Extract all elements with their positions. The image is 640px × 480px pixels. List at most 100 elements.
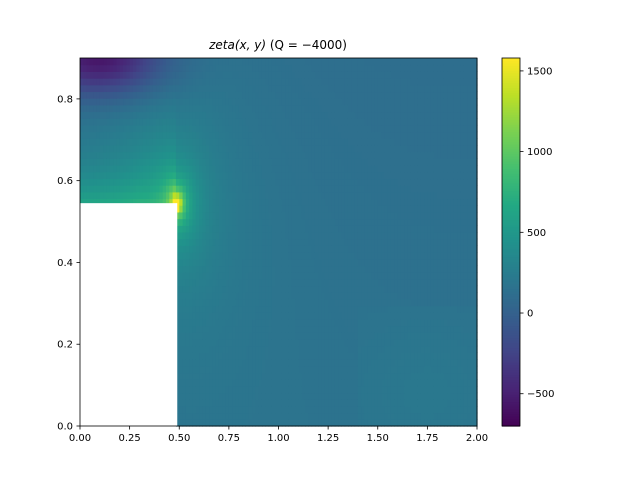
heatmap-cell xyxy=(182,138,187,146)
heatmap-cell xyxy=(179,385,184,394)
heatmap-cell xyxy=(311,392,316,400)
heatmap-cell xyxy=(195,372,200,380)
heatmap-cell xyxy=(384,339,389,347)
heatmap-cell xyxy=(374,379,379,387)
heatmap-cell xyxy=(390,218,395,226)
heatmap-cell xyxy=(215,205,220,213)
heatmap-cell xyxy=(281,165,286,173)
heatmap-cell xyxy=(199,392,204,400)
heatmap-cell xyxy=(126,165,131,173)
heatmap-cell xyxy=(311,298,316,307)
heatmap-cell xyxy=(424,379,428,387)
heatmap-cell xyxy=(245,151,250,159)
heatmap-cell xyxy=(311,64,316,72)
heatmap-cell xyxy=(374,191,379,200)
heatmap-cell xyxy=(199,278,204,287)
heatmap-cell xyxy=(387,419,392,427)
heatmap-cell xyxy=(331,379,336,387)
heatmap-cell xyxy=(390,392,395,400)
heatmap-cell xyxy=(381,84,385,93)
heatmap-cell xyxy=(344,292,349,300)
heatmap-cell xyxy=(192,104,197,113)
heatmap-cell xyxy=(278,252,283,260)
heatmap-cell xyxy=(209,325,213,333)
heatmap-cell xyxy=(195,118,200,126)
heatmap-cell xyxy=(384,124,389,133)
heatmap-cell xyxy=(205,131,210,139)
heatmap-cell xyxy=(397,225,402,233)
heatmap-cell xyxy=(410,359,415,367)
heatmap-cell xyxy=(271,292,276,300)
heatmap-cell xyxy=(268,178,273,186)
heatmap-cell xyxy=(132,91,137,99)
heatmap-cell xyxy=(275,325,280,333)
heatmap-cell xyxy=(142,98,147,106)
heatmap-cell xyxy=(99,138,104,146)
heatmap-cell xyxy=(278,305,283,313)
heatmap-cell xyxy=(341,305,346,313)
heatmap-cell xyxy=(248,412,253,420)
heatmap-cell xyxy=(83,118,88,126)
heatmap-cell xyxy=(311,379,316,387)
heatmap-cell xyxy=(255,218,260,226)
heatmap-cell xyxy=(354,205,359,213)
heatmap-cell xyxy=(390,379,395,387)
heatmap-cell xyxy=(291,332,296,340)
heatmap-cell xyxy=(109,171,114,180)
heatmap-cell xyxy=(324,158,329,166)
heatmap-cell xyxy=(424,399,428,407)
heatmap-cell xyxy=(126,144,131,153)
heatmap-cell xyxy=(225,98,230,106)
heatmap-cell xyxy=(123,84,127,93)
heatmap-cell xyxy=(232,339,237,347)
heatmap-cell xyxy=(175,258,180,267)
heatmap-cell xyxy=(314,332,319,340)
heatmap-cell xyxy=(83,151,88,159)
heatmap-cell xyxy=(202,265,207,273)
heatmap-cell xyxy=(149,138,154,146)
heatmap-cell xyxy=(275,258,280,267)
heatmap-cell xyxy=(199,58,204,66)
heatmap-cell xyxy=(400,305,405,313)
heatmap-cell xyxy=(268,419,273,427)
heatmap-cell xyxy=(331,91,336,99)
heatmap-cell xyxy=(109,104,114,113)
heatmap-cell xyxy=(205,71,210,79)
heatmap-cell xyxy=(371,272,376,280)
heatmap-cell xyxy=(192,98,197,106)
heatmap-cell xyxy=(172,144,177,153)
heatmap-cell xyxy=(364,325,369,333)
heatmap-cell xyxy=(324,225,329,233)
heatmap-cell xyxy=(420,365,425,374)
heatmap-cell xyxy=(146,98,151,106)
heatmap-cell xyxy=(106,191,111,200)
heatmap-cell xyxy=(420,252,425,260)
heatmap-cell xyxy=(414,191,419,200)
heatmap-cell xyxy=(195,298,200,307)
heatmap-cell xyxy=(119,104,124,113)
heatmap-cell xyxy=(99,84,104,93)
heatmap-cell xyxy=(321,98,326,106)
heatmap-cell xyxy=(271,131,276,139)
heatmap-cell xyxy=(281,312,286,320)
heatmap-cell xyxy=(334,412,339,420)
heatmap-cell xyxy=(334,191,339,200)
heatmap-cell xyxy=(417,419,422,427)
heatmap-cell xyxy=(225,325,230,333)
heatmap-cell xyxy=(410,245,415,253)
heatmap-cell xyxy=(232,278,237,287)
heatmap-cell xyxy=(328,272,333,280)
heatmap-cell xyxy=(354,292,359,300)
heatmap-cell xyxy=(304,372,309,380)
heatmap-cell xyxy=(278,272,283,280)
heatmap-cell xyxy=(212,372,217,380)
heatmap-cell xyxy=(116,191,121,200)
heatmap-cell xyxy=(387,399,392,407)
heatmap-cell xyxy=(199,245,204,253)
heatmap-cell xyxy=(288,78,293,86)
heatmap-cell xyxy=(99,98,104,106)
heatmap-cell xyxy=(209,405,213,414)
heatmap-cell xyxy=(407,379,412,387)
heatmap-cell xyxy=(311,372,316,380)
heatmap-cell xyxy=(364,345,369,353)
